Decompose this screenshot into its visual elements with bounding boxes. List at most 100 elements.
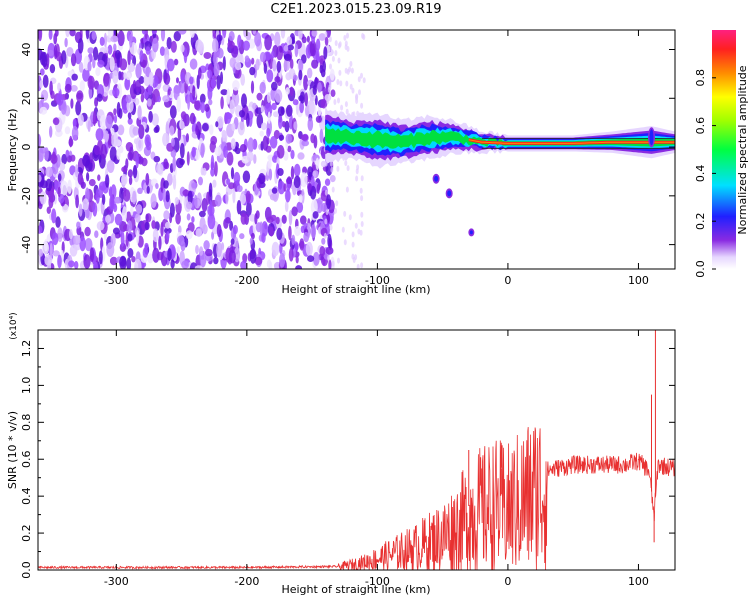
noise-blob — [349, 83, 353, 90]
noise-blob — [145, 173, 150, 186]
noise-blob — [268, 168, 273, 181]
noise-blob — [163, 73, 171, 85]
noise-blob — [64, 37, 68, 48]
noise-blob — [248, 38, 256, 49]
noise-blob — [167, 248, 172, 261]
noise-blob — [69, 135, 73, 148]
noise-blob — [112, 87, 120, 98]
noise-blob — [127, 112, 132, 120]
signal-band-core-edge — [468, 139, 675, 144]
noise-blob — [152, 37, 159, 53]
noise-blob — [337, 42, 341, 49]
noise-blob — [128, 176, 133, 186]
noise-blob — [216, 34, 223, 42]
noise-blob — [284, 200, 289, 212]
noise-blob — [326, 30, 331, 38]
noise-blob — [288, 247, 294, 262]
noise-blob — [107, 44, 113, 55]
noise-blob — [198, 67, 202, 79]
noise-blob — [57, 186, 61, 198]
noise-blob — [321, 237, 326, 245]
noise-blob — [338, 69, 342, 76]
noise-blob — [137, 156, 144, 165]
noise-blob — [351, 253, 355, 260]
noise-blob — [109, 256, 118, 266]
noise-blob — [144, 221, 150, 231]
noise-blob — [318, 33, 326, 41]
noise-blob — [288, 225, 292, 241]
noise-blob — [157, 95, 161, 103]
noise-blob — [334, 50, 338, 56]
noise-blob — [350, 67, 354, 74]
noise-blob — [220, 96, 224, 110]
cb-tick-label: 0.0 — [694, 260, 707, 278]
noise-blob — [281, 121, 286, 128]
noise-blob — [82, 68, 90, 82]
noise-blob — [49, 80, 53, 96]
noise-blob — [355, 175, 359, 182]
noise-blob — [334, 40, 338, 47]
noise-blob — [329, 175, 336, 183]
noise-blob — [194, 100, 201, 111]
noise-blob — [315, 38, 321, 51]
noise-blob — [162, 95, 170, 103]
noise-blob — [216, 241, 223, 258]
noise-blob — [345, 80, 349, 87]
noise-blob — [273, 111, 279, 118]
noise-blob — [44, 254, 53, 266]
noise-blob — [39, 180, 48, 189]
noise-blob — [134, 258, 142, 269]
noise-blob — [280, 30, 286, 39]
noise-blob — [117, 124, 125, 136]
noise-blob — [194, 265, 203, 269]
noise-blob — [127, 248, 134, 258]
noise-blob — [145, 213, 149, 222]
noise-blob — [296, 201, 304, 213]
noise-blob — [225, 217, 231, 224]
noise-blob — [91, 30, 97, 41]
noise-blob — [94, 230, 99, 238]
noise-blob — [151, 113, 159, 126]
noise-blob — [166, 58, 175, 72]
noise-blob — [199, 210, 206, 218]
noise-blob — [121, 173, 128, 186]
noise-blob — [293, 163, 301, 177]
noise-blob — [225, 191, 229, 205]
noise-blob — [327, 233, 332, 248]
noise-blob — [89, 152, 94, 164]
noise-blob — [127, 50, 131, 66]
noise-blob — [298, 69, 303, 81]
noise-blob — [298, 194, 303, 203]
noise-blob — [287, 44, 295, 51]
noise-blob — [339, 80, 343, 87]
noise-blob — [319, 128, 324, 143]
noise-blob — [293, 175, 301, 189]
noise-blob — [243, 30, 248, 38]
noise-blob — [337, 57, 341, 64]
noise-blob — [71, 126, 79, 141]
noise-blob — [76, 90, 84, 103]
noise-blob — [180, 111, 187, 120]
noise-blob — [158, 235, 162, 250]
noise-blob — [275, 216, 280, 225]
noise-blob — [311, 59, 319, 69]
noise-blob — [248, 213, 257, 222]
noise-blob — [162, 132, 170, 147]
noise-blob — [298, 59, 304, 72]
noise-blob — [191, 146, 196, 158]
noise-blob — [178, 225, 182, 235]
noise-blob — [79, 80, 86, 92]
top-y-ticks: -40 -20 0 20 40 — [20, 43, 675, 270]
bottom-y-ticks: 0.0 0.2 0.4 0.6 0.8 1.0 1.2 — [20, 329, 675, 579]
noise-blob — [337, 97, 340, 104]
noise-blob — [92, 202, 98, 217]
noise-blob — [182, 189, 190, 197]
noise-blob — [44, 147, 49, 162]
noise-blob — [53, 44, 58, 60]
noise-blob — [356, 164, 360, 171]
noise-blob — [291, 206, 298, 217]
noise-blob — [75, 194, 79, 209]
noise-blob — [39, 80, 43, 89]
noise-blob — [79, 236, 86, 252]
x-tick-label: -100 — [365, 575, 390, 588]
